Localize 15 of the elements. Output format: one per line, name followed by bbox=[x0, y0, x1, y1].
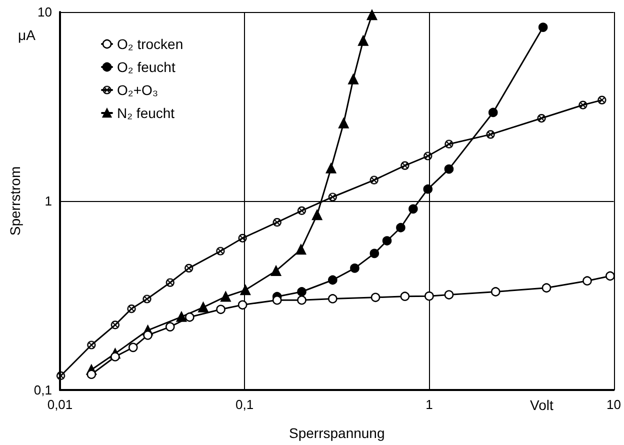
legend-label: O₂ feucht bbox=[117, 59, 176, 75]
text: Volt bbox=[530, 397, 554, 413]
x-tick-label: 0,01 bbox=[47, 397, 73, 412]
text: μA bbox=[18, 27, 36, 43]
x-axis-title: Sperrspannung bbox=[289, 425, 385, 441]
x-tick-label: 10 bbox=[606, 397, 622, 412]
x-tick-label: 1 bbox=[426, 397, 433, 412]
x-tick-label: 0,1 bbox=[236, 397, 254, 412]
y-tick-label: 1 bbox=[44, 194, 52, 208]
legend-label: O₂ trocken bbox=[117, 36, 184, 52]
y-axis-title: Sperrstrom bbox=[7, 166, 23, 236]
legend-label: N₂ feucht bbox=[117, 105, 175, 121]
y-tick-label: 0,1 bbox=[34, 382, 52, 398]
y-tick-label: 10 bbox=[38, 4, 52, 20]
legend-label: O₂+O₃ bbox=[117, 82, 158, 98]
